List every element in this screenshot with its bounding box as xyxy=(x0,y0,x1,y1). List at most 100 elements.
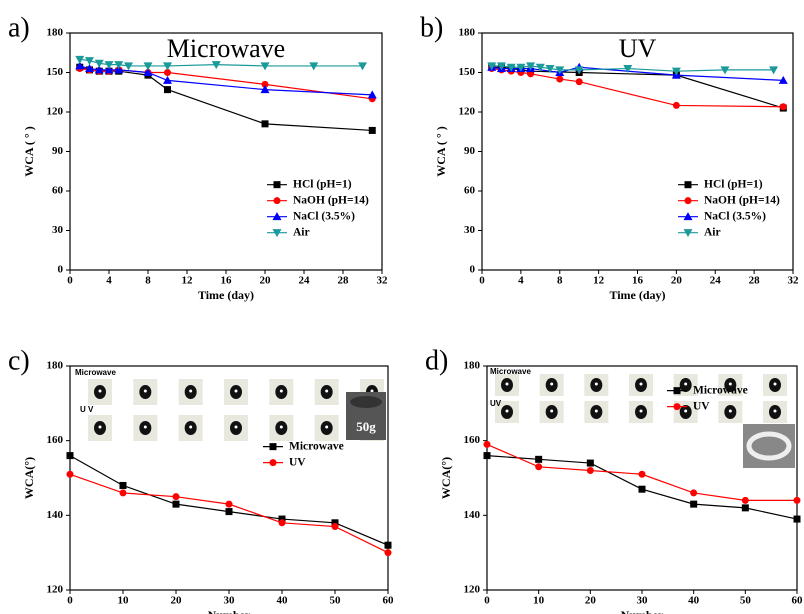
y-tick-label: 180 xyxy=(47,27,64,39)
droplet-glint xyxy=(639,409,643,413)
droplet-glint xyxy=(728,382,732,386)
marker xyxy=(367,90,377,99)
y-tick-label: 60 xyxy=(464,185,476,197)
y-tick-label: 180 xyxy=(459,27,476,39)
droplet-glint xyxy=(684,382,688,386)
legend-marker xyxy=(683,229,693,238)
x-axis-label: Time (day) xyxy=(609,288,665,302)
x-tick-label: 30 xyxy=(224,595,236,607)
marker xyxy=(172,500,180,508)
droplet-glint xyxy=(189,425,193,429)
marker xyxy=(261,80,269,88)
droplet-glint xyxy=(279,425,283,429)
panel-label: b) xyxy=(420,12,443,43)
y-tick-label: 0 xyxy=(58,264,64,276)
x-tick-label: 0 xyxy=(484,595,490,607)
x-tick-label: 12 xyxy=(593,275,605,287)
marker xyxy=(211,61,221,70)
series-line xyxy=(491,66,784,109)
x-tick-label: 0 xyxy=(67,595,73,607)
legend-marker xyxy=(272,212,282,221)
marker xyxy=(75,61,85,70)
panel-label: d) xyxy=(425,345,448,376)
marker xyxy=(506,63,516,72)
y-tick-label: 120 xyxy=(47,584,64,596)
y-tick-label: 180 xyxy=(464,360,481,372)
x-tick-label: 0 xyxy=(67,275,73,287)
inset-label: Microwave xyxy=(75,368,116,377)
marker xyxy=(779,103,787,111)
marker xyxy=(172,493,180,501)
inset-label: U V xyxy=(80,405,94,414)
marker xyxy=(75,55,85,64)
marker xyxy=(331,519,339,527)
x-tick-label: 4 xyxy=(518,275,524,287)
legend-label: HCl (pH=1) xyxy=(293,178,352,190)
inset-label: UV xyxy=(490,399,502,408)
droplet-glint xyxy=(550,382,554,386)
droplet-glint xyxy=(550,409,554,413)
legend-label: HCl (pH=1) xyxy=(704,178,763,190)
y-tick-label: 140 xyxy=(47,509,64,521)
series-line xyxy=(79,66,373,132)
x-tick-label: 10 xyxy=(118,595,130,607)
marker xyxy=(368,126,376,134)
y-tick-label: 150 xyxy=(47,66,64,78)
x-tick-label: 32 xyxy=(788,275,800,287)
droplet-glint xyxy=(279,389,283,393)
marker xyxy=(358,62,367,71)
series-line xyxy=(79,67,373,100)
legend-marker xyxy=(673,387,681,395)
marker xyxy=(124,62,133,71)
legend-marker xyxy=(683,212,693,221)
droplet-glint xyxy=(594,382,598,386)
legend-label: Microwave xyxy=(289,440,344,452)
y-tick-label: 120 xyxy=(459,106,476,118)
x-tick-label: 20 xyxy=(585,595,597,607)
droplet-glint xyxy=(773,382,777,386)
y-tick-label: 90 xyxy=(52,145,64,157)
marker xyxy=(119,481,127,489)
droplet-glint xyxy=(98,425,102,429)
x-tick-label: 40 xyxy=(688,595,700,607)
droplet-glint xyxy=(773,409,777,413)
x-axis-label: Number xyxy=(621,608,664,614)
droplet-glint xyxy=(505,382,509,386)
droplet-glint xyxy=(234,425,238,429)
marker xyxy=(260,62,270,71)
x-tick-label: 16 xyxy=(632,275,644,287)
droplet-glint xyxy=(325,425,329,429)
x-tick-label: 20 xyxy=(671,275,683,287)
legend-marker xyxy=(673,403,681,411)
x-tick-label: 16 xyxy=(221,275,233,287)
droplet-glint xyxy=(189,389,193,393)
marker xyxy=(690,489,698,497)
marker xyxy=(526,62,536,71)
y-tick-label: 120 xyxy=(47,106,64,118)
marker xyxy=(225,508,233,516)
marker xyxy=(483,440,491,448)
y-axis-label: WCA ( ° ) xyxy=(22,126,36,176)
marker xyxy=(384,549,392,557)
droplet-glint xyxy=(684,409,688,413)
y-tick-label: 90 xyxy=(464,145,476,157)
marker xyxy=(260,85,270,94)
marker xyxy=(278,515,286,523)
inset-label: 50g xyxy=(356,419,376,434)
marker xyxy=(778,75,788,84)
marker xyxy=(741,496,749,504)
droplet-glint xyxy=(98,389,102,393)
marker xyxy=(672,101,680,109)
y-axis-label: WCA(°) xyxy=(22,457,36,499)
marker xyxy=(535,455,543,463)
rings-photo xyxy=(743,424,795,468)
marker xyxy=(278,519,286,527)
x-tick-label: 24 xyxy=(299,275,311,287)
droplet-glint xyxy=(639,382,643,386)
marker xyxy=(555,66,565,75)
x-tick-label: 10 xyxy=(533,595,545,607)
droplet-glint xyxy=(728,409,732,413)
marker xyxy=(793,496,801,504)
x-tick-label: 32 xyxy=(377,275,389,287)
